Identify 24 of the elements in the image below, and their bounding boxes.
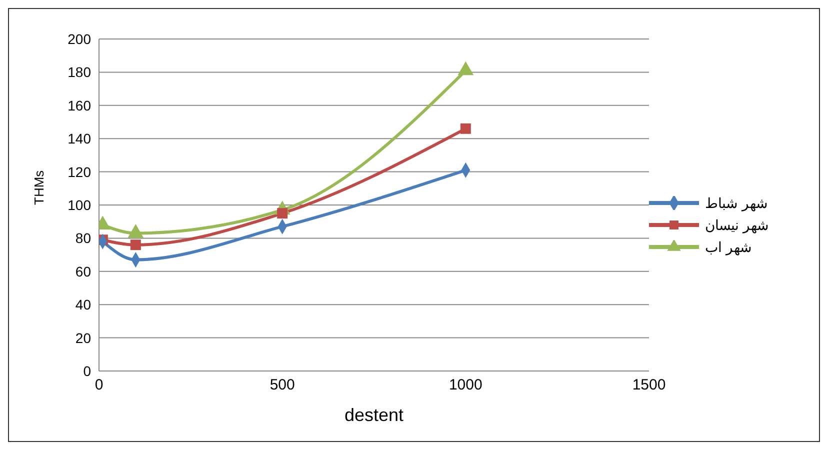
x-tick-label: 500 xyxy=(270,376,295,394)
legend-label: شهر نيسان xyxy=(705,217,769,233)
x-tick-label: 0 xyxy=(94,376,104,394)
x-tick-label: 1000 xyxy=(448,376,482,394)
y-tick-label: 0 xyxy=(83,362,92,379)
legend-label: شهر شباط xyxy=(705,195,768,211)
x-axis-title: destent xyxy=(344,405,404,425)
y-tick-label: 100 xyxy=(68,196,92,213)
y-tick-label: 20 xyxy=(75,330,92,346)
y-tick-label: 180 xyxy=(68,64,92,80)
y-tick-label: 140 xyxy=(68,130,92,147)
y-tick-label: 120 xyxy=(68,164,92,180)
x-tick-label: 1500 xyxy=(632,376,666,394)
point xyxy=(460,123,471,134)
point xyxy=(458,61,474,76)
point xyxy=(277,208,288,219)
y-tick-label: 200 xyxy=(68,30,92,47)
y-tick-label: 60 xyxy=(75,263,92,280)
y-tick-label: 80 xyxy=(75,230,92,246)
y-axis-title: THMs xyxy=(32,170,47,205)
y-tick-label: 160 xyxy=(68,97,92,114)
point xyxy=(130,240,141,250)
legend-label: شهر اب xyxy=(705,239,752,255)
y-tick-label: 40 xyxy=(75,296,92,313)
